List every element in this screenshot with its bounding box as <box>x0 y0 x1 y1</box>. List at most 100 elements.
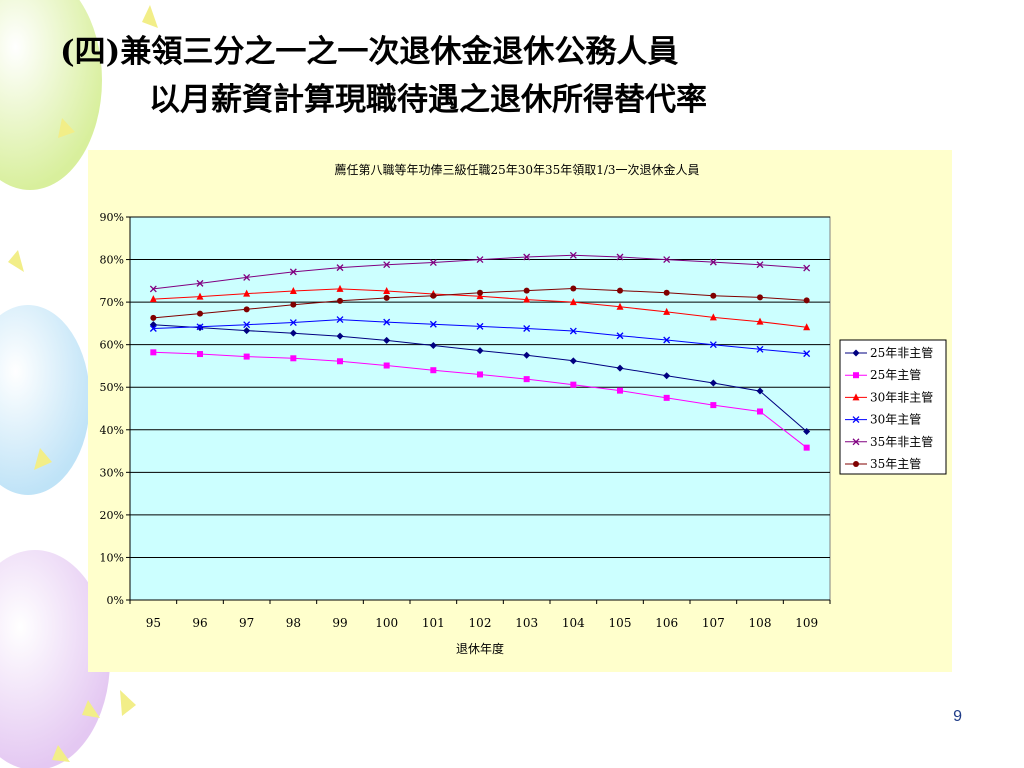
data-point <box>243 273 251 281</box>
y-tick-label: 50% <box>100 381 124 394</box>
data-point <box>803 444 810 451</box>
data-point <box>663 289 670 296</box>
data-point <box>523 295 531 303</box>
legend-entry: 35年主管 <box>870 456 921 471</box>
data-point <box>617 287 623 294</box>
data-point <box>336 332 344 340</box>
x-tick-label: 96 <box>192 616 207 630</box>
legend-entry: 30年主管 <box>870 412 921 427</box>
y-tick-label: 70% <box>100 296 124 309</box>
data-point <box>149 295 157 303</box>
data-point <box>616 364 624 372</box>
page-number: 9 <box>953 708 962 725</box>
data-point <box>336 284 344 292</box>
data-point <box>149 285 157 293</box>
y-tick-label: 20% <box>100 509 124 522</box>
data-point <box>523 376 530 383</box>
data-point <box>757 294 763 301</box>
y-tick-label: 40% <box>100 424 124 437</box>
data-point <box>149 325 157 332</box>
x-tick-label: 103 <box>515 616 538 630</box>
x-tick-label: 99 <box>332 616 347 630</box>
data-point <box>710 292 717 299</box>
data-point <box>477 289 483 296</box>
x-tick-label: 104 <box>562 616 585 630</box>
data-point <box>569 327 577 335</box>
data-point <box>663 336 671 344</box>
legend-entry: 25年主管 <box>870 367 921 382</box>
data-point <box>569 251 577 259</box>
data-point <box>570 285 577 292</box>
data-point <box>756 387 764 395</box>
y-tick-label: 80% <box>100 254 124 267</box>
data-point <box>430 367 437 374</box>
data-point <box>197 310 203 317</box>
data-point <box>196 292 204 300</box>
line-chart: 0% 10% 20% 30% 40% 50% 60% 70% 80% 90% 95 96 97 98 99 1… <box>100 162 947 656</box>
data-point <box>383 287 391 295</box>
blue-balloon <box>0 305 90 495</box>
data-point <box>803 297 810 304</box>
slide-title: (四)兼領三分之一之一次退休金退休公務人員 以月薪資計算現職待遇之退休所得替代率 <box>60 28 707 124</box>
data-point <box>663 372 671 380</box>
data-point <box>429 259 437 266</box>
data-point <box>337 297 343 304</box>
data-point <box>756 317 764 325</box>
plot-area <box>129 216 831 601</box>
data-point <box>290 355 297 362</box>
y-tick-label: 60% <box>100 339 124 352</box>
data-point <box>243 306 250 313</box>
data-point <box>243 321 251 329</box>
slide-title-line-1: (四)兼領三分之一之一次退休金退休公務人員 <box>60 34 679 70</box>
data-point <box>569 357 577 365</box>
y-tick-label: 90% <box>100 211 124 224</box>
legend-marker <box>852 438 860 446</box>
data-point <box>803 350 811 358</box>
data-point <box>616 332 624 340</box>
data-point <box>336 264 344 272</box>
data-point <box>523 351 531 359</box>
data-point <box>243 353 250 360</box>
x-tick-label: 97 <box>239 616 254 630</box>
data-point <box>709 341 717 349</box>
legend-marker <box>852 393 860 401</box>
legend-entry: 35年非主管 <box>870 434 933 449</box>
chart-title: 薦任第八職等年功俸三級任職25年30年35年領取1/3一次退休金人員 <box>334 162 699 177</box>
data-point <box>429 342 437 350</box>
slide-title-line-2: 以月薪資計算現職待遇之退休所得替代率 <box>149 82 707 118</box>
data-point <box>476 256 484 264</box>
data-point <box>383 336 391 344</box>
data-point <box>709 258 717 266</box>
data-point <box>709 379 717 387</box>
x-tick-label: 95 <box>146 616 161 630</box>
data-point <box>336 316 344 324</box>
data-point <box>430 292 437 299</box>
data-point <box>477 371 483 378</box>
data-point <box>756 345 764 353</box>
x-tick-label: 108 <box>749 616 772 630</box>
x-axis-label: 退休年度 <box>456 641 504 656</box>
data-point <box>663 256 671 264</box>
y-tick-label: 10% <box>100 551 124 564</box>
data-point <box>616 253 624 261</box>
data-point <box>383 294 390 301</box>
data-point <box>289 287 297 295</box>
x-tick-label: 109 <box>795 616 818 630</box>
data-point <box>523 325 531 332</box>
data-point <box>150 349 157 356</box>
legend-entry: 30年非主管 <box>870 389 933 404</box>
legend <box>839 339 947 475</box>
data-point <box>149 321 157 329</box>
data-point <box>476 347 484 355</box>
data-point <box>197 351 203 358</box>
chart-area: 0% 10% 20% 30% 40% 50% 60% 70% 80% 90% 95 96 97 98 99 1… <box>88 150 952 672</box>
y-tick-label: 30% <box>100 466 124 479</box>
x-tick-label: 100 <box>375 616 398 630</box>
data-point <box>663 394 670 401</box>
data-point <box>383 362 390 369</box>
legend-marker <box>853 372 859 379</box>
green-balloon <box>0 0 102 190</box>
data-point <box>243 327 251 335</box>
data-point <box>803 427 811 435</box>
purple-balloon <box>0 550 110 768</box>
